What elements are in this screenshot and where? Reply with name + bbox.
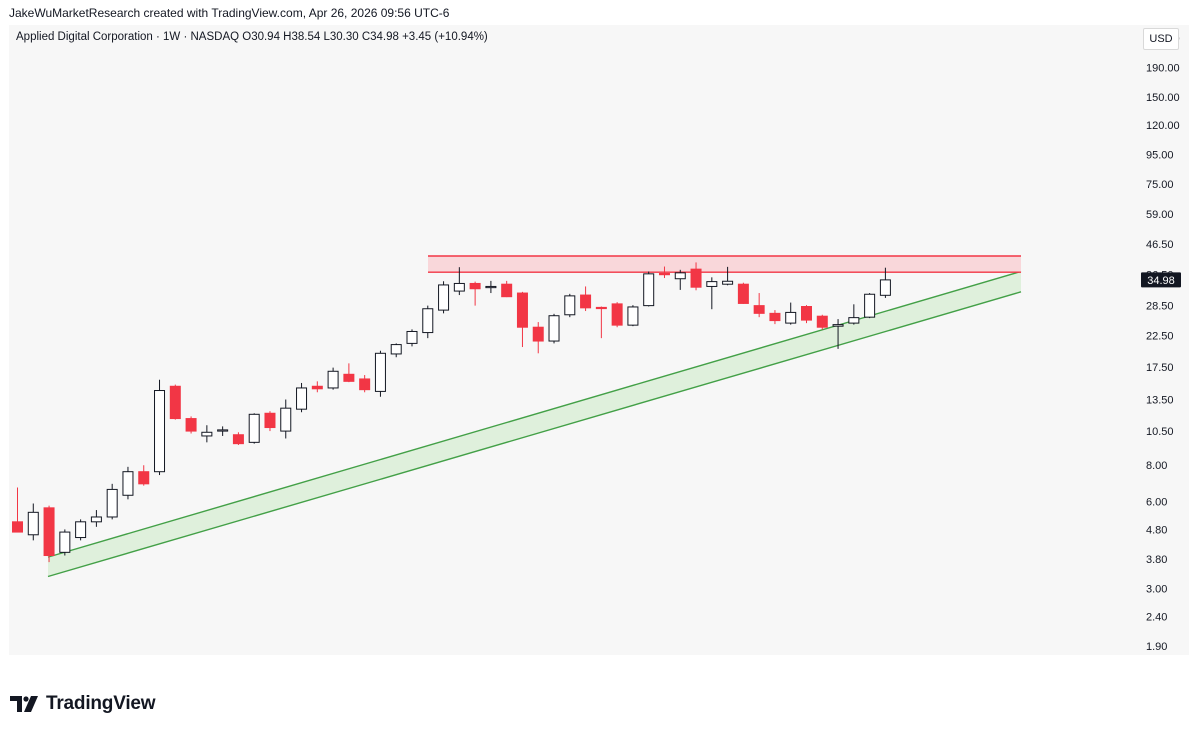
tradingview-logo-icon [10,695,40,713]
currency-badge[interactable]: USD [1143,28,1179,50]
candle-up [296,387,308,410]
candle-up [406,330,418,344]
y-axis-tick-label: 10.50 [1146,426,1174,438]
candle-up [75,521,87,539]
candle-down [343,373,355,382]
candle-up [485,285,497,289]
candle-up [154,390,166,473]
candle-down [501,283,513,298]
candle-up [90,516,102,523]
candle-up [627,306,639,326]
candle-down [580,294,592,309]
price-chart[interactable]: 240.00190.00150.00120.0095.0075.0059.004… [9,25,1189,655]
candle-down [816,315,828,328]
candle-up [374,352,386,392]
candle-up [706,281,718,287]
candle-up [390,344,402,355]
y-axis-tick-label: 75.00 [1146,179,1174,191]
last-price-badge [1141,272,1181,288]
candle-down [43,507,55,557]
y-axis-tick-label: 1.90 [1146,641,1167,653]
y-axis-tick-label: 150.00 [1146,92,1180,104]
candle-up [27,511,39,536]
support-channel-lower-line [47,291,1022,578]
y-axis-tick-label: 28.50 [1146,301,1174,313]
y-axis-tick-label: 17.50 [1146,362,1174,374]
last-price-label: 34.98 [1147,275,1175,287]
candle-up [879,279,891,296]
candle-up [438,284,450,311]
candle-down [532,326,544,342]
candle-down [12,521,23,533]
candle-down [469,282,481,290]
candle-up [722,280,734,285]
candle-up [201,431,213,437]
candle-up [453,282,465,292]
y-axis-tick-label: 59.00 [1146,209,1174,221]
tradingview-brand: TradingView [46,693,156,714]
candle-up [59,531,71,553]
candle-down [169,385,181,420]
y-axis-tick-label: 190.00 [1146,62,1180,74]
candle-up [422,308,434,334]
y-axis-tick-label: 13.50 [1146,395,1174,407]
y-axis-tick-label: 46.50 [1146,239,1174,251]
candle-up [643,273,655,307]
candle-down [138,471,150,485]
tradingview-footer: TradingView [10,691,156,717]
candle-up [564,295,576,316]
candle-down [359,378,371,391]
y-axis-tick-label: 2.40 [1146,612,1167,624]
candle-down [232,434,244,445]
candle-up [280,407,292,432]
candle-down [769,312,781,322]
y-axis-tick-label: 8.00 [1146,460,1167,472]
candle-up [848,317,860,324]
candle-up [548,315,560,342]
resistance-zone-fill [428,256,1021,273]
candle-up [248,413,260,443]
y-axis-tick-label: 95.00 [1146,149,1174,161]
candle-up [785,311,797,324]
candle-up [122,471,134,496]
y-axis-tick-label: 3.00 [1146,583,1167,595]
y-axis-tick-label: 120.00 [1146,120,1180,132]
candle-down [737,283,749,304]
candle-up [832,324,844,327]
chart-credit: JakeWuMarketResearch created with Tradin… [9,6,450,20]
candle-up [864,293,876,318]
symbol-legend: Applied Digital Corporation · 1W · NASDA… [16,31,488,43]
candle-down [311,385,323,390]
candle-down [516,292,528,328]
candle-up [217,429,229,432]
candle-up [674,272,686,280]
candle-down [595,306,607,310]
candle-down [658,273,670,276]
candle-down [185,418,197,432]
candle-up [106,488,118,518]
candle-down [753,305,765,314]
y-axis-tick-label: 3.80 [1146,554,1167,566]
y-axis-tick-label: 4.80 [1146,524,1167,536]
candle-down [801,306,812,321]
support-channel-fill [48,271,1021,577]
chart-plot-area[interactable]: 240.00190.00150.00120.0095.0075.0059.004… [9,25,1189,655]
candle-down [264,412,276,429]
candle-up [327,370,339,389]
y-axis-tick-label: 22.50 [1146,330,1174,342]
candle-down [611,303,623,326]
y-axis-tick-label: 6.00 [1146,496,1167,508]
candle-down [690,268,702,288]
